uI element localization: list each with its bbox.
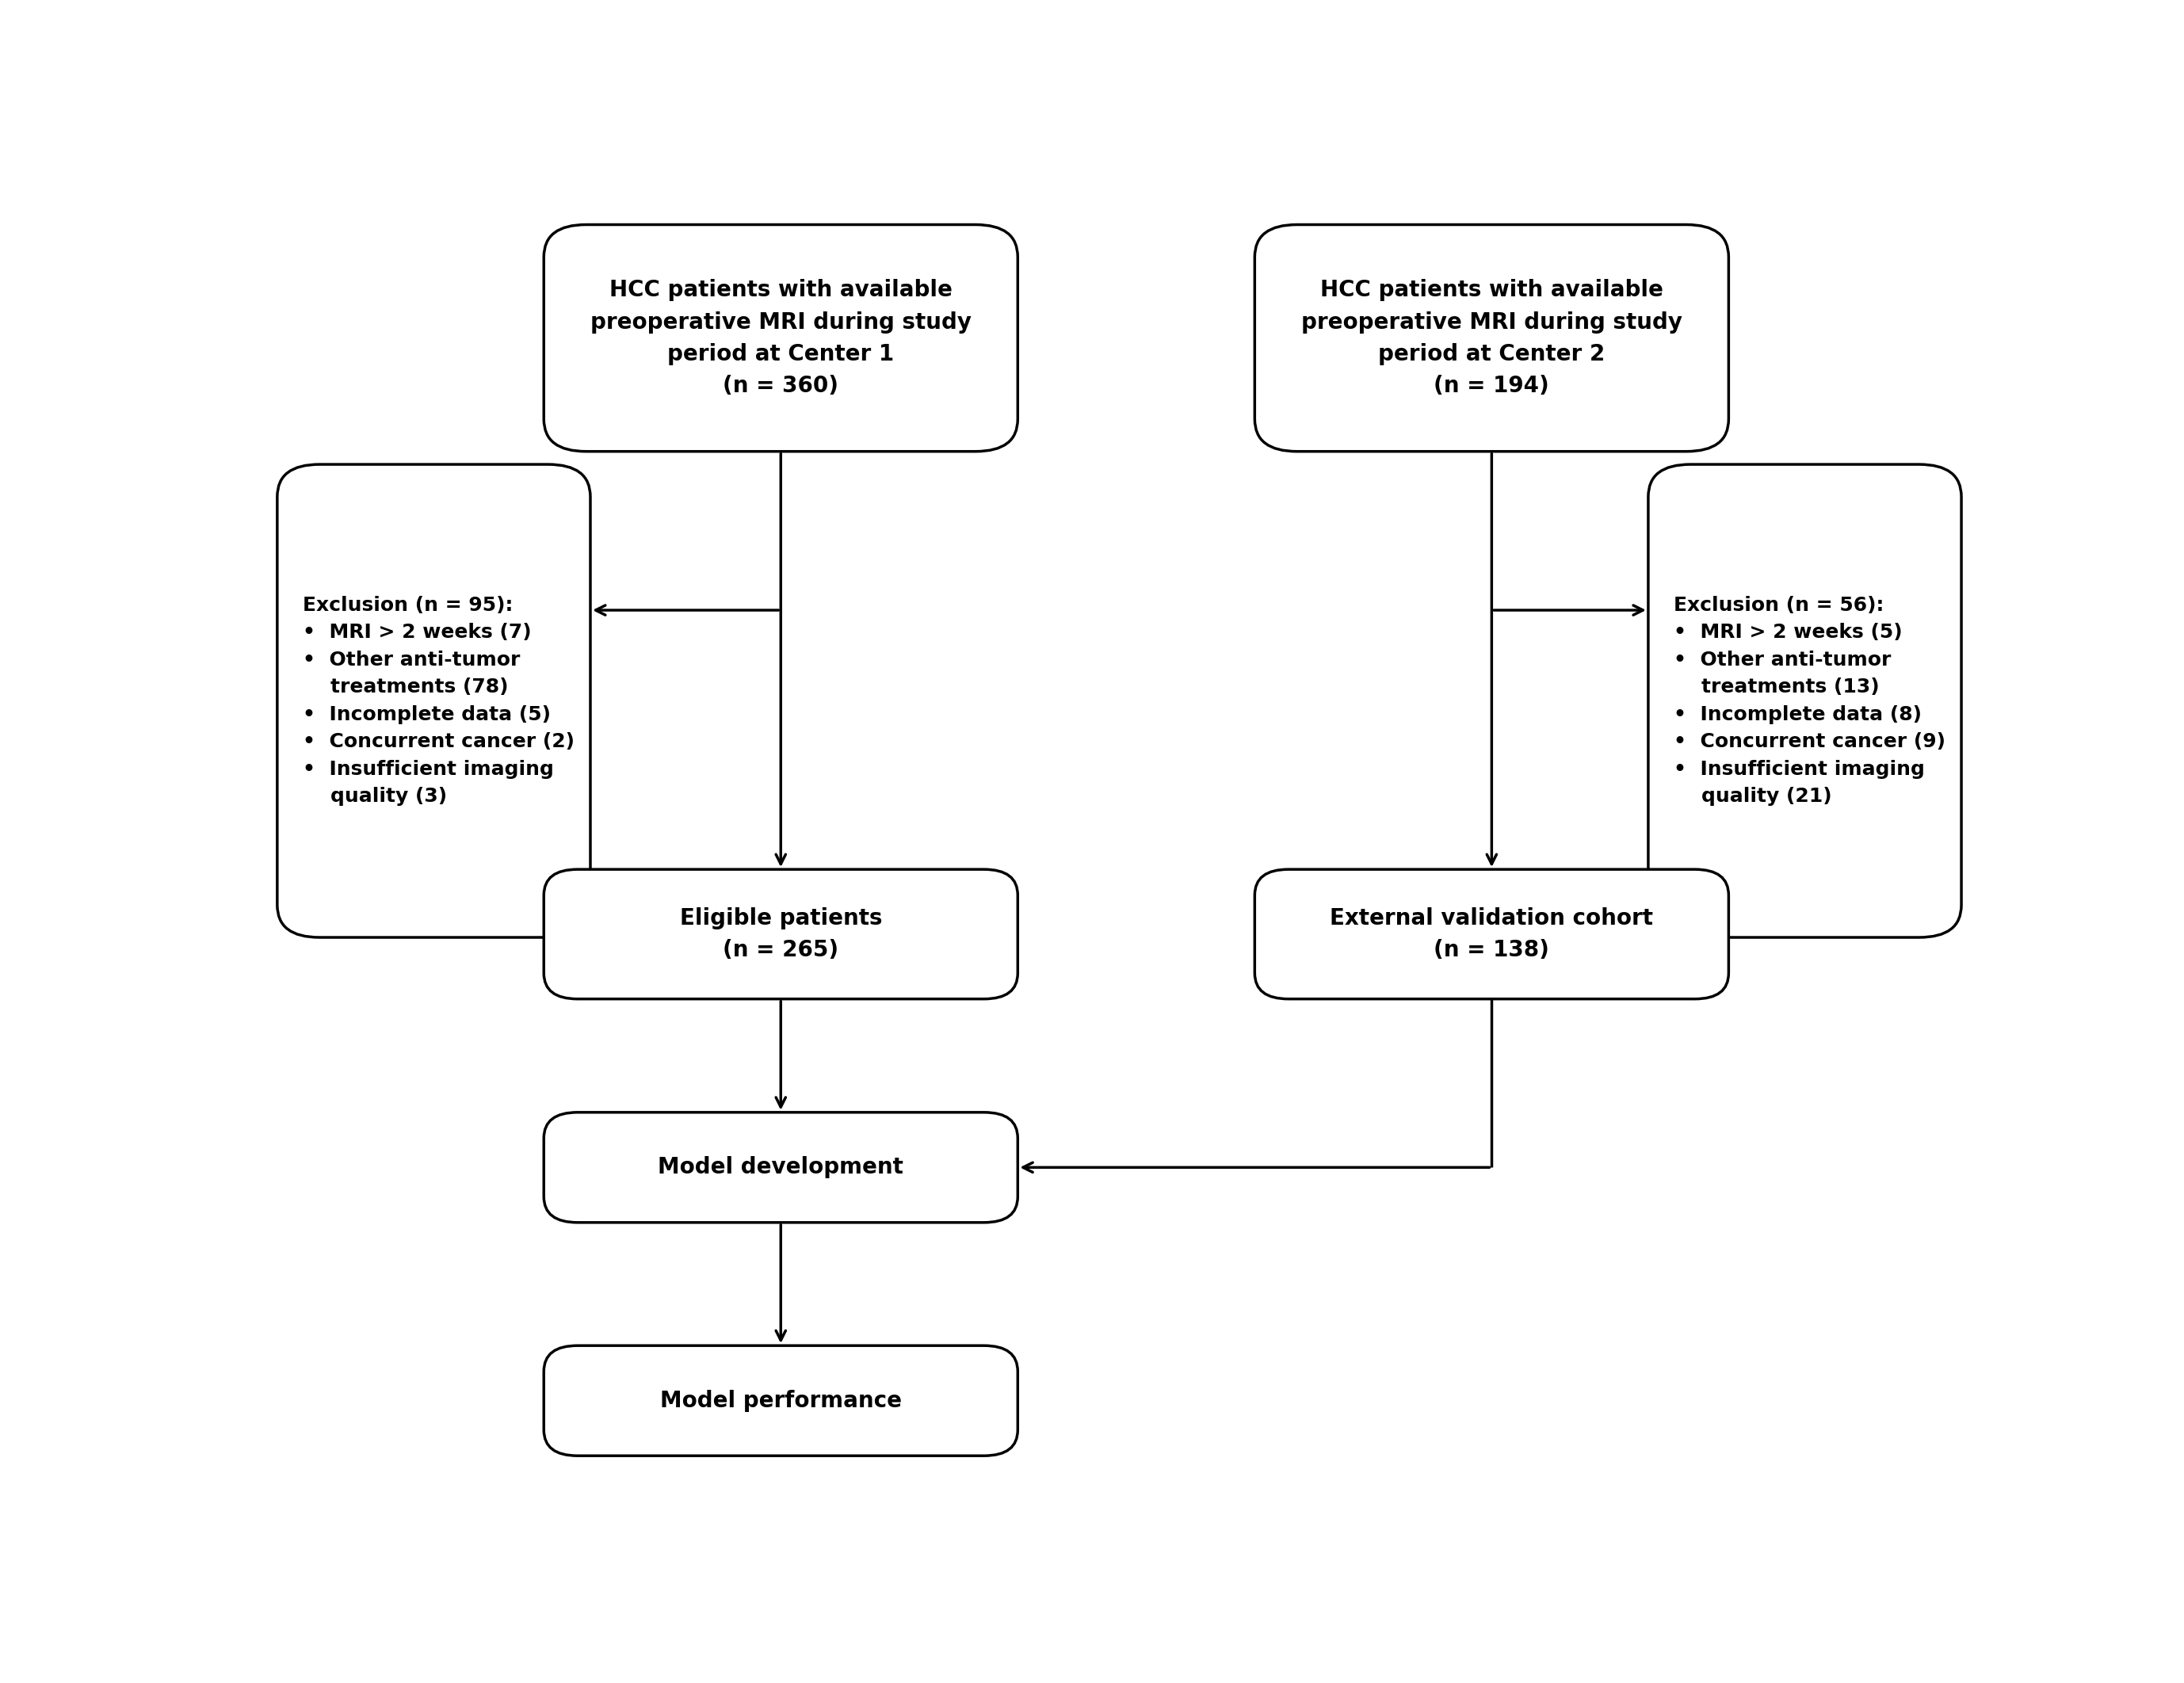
FancyBboxPatch shape bbox=[1254, 224, 1728, 451]
FancyBboxPatch shape bbox=[544, 1112, 1018, 1222]
FancyBboxPatch shape bbox=[544, 1346, 1018, 1456]
FancyBboxPatch shape bbox=[544, 224, 1018, 451]
Text: Eligible patients
(n = 265): Eligible patients (n = 265) bbox=[679, 907, 882, 961]
FancyBboxPatch shape bbox=[1254, 870, 1728, 1000]
Text: HCC patients with available
preoperative MRI during study
period at Center 2
(n : HCC patients with available preoperative… bbox=[1302, 279, 1682, 397]
Text: Exclusion (n = 56):
•  MRI > 2 weeks (5)
•  Other anti-tumor
    treatments (13): Exclusion (n = 56): • MRI > 2 weeks (5) … bbox=[1673, 596, 1946, 806]
Text: Model performance: Model performance bbox=[660, 1390, 902, 1412]
FancyBboxPatch shape bbox=[1649, 465, 1961, 937]
Text: Exclusion (n = 95):
•  MRI > 2 weeks (7)
•  Other anti-tumor
    treatments (78): Exclusion (n = 95): • MRI > 2 weeks (7) … bbox=[304, 596, 574, 806]
Text: Model development: Model development bbox=[657, 1156, 904, 1178]
FancyBboxPatch shape bbox=[277, 465, 590, 937]
Text: HCC patients with available
preoperative MRI during study
period at Center 1
(n : HCC patients with available preoperative… bbox=[590, 279, 972, 397]
Text: External validation cohort
(n = 138): External validation cohort (n = 138) bbox=[1330, 907, 1653, 961]
FancyBboxPatch shape bbox=[544, 870, 1018, 1000]
